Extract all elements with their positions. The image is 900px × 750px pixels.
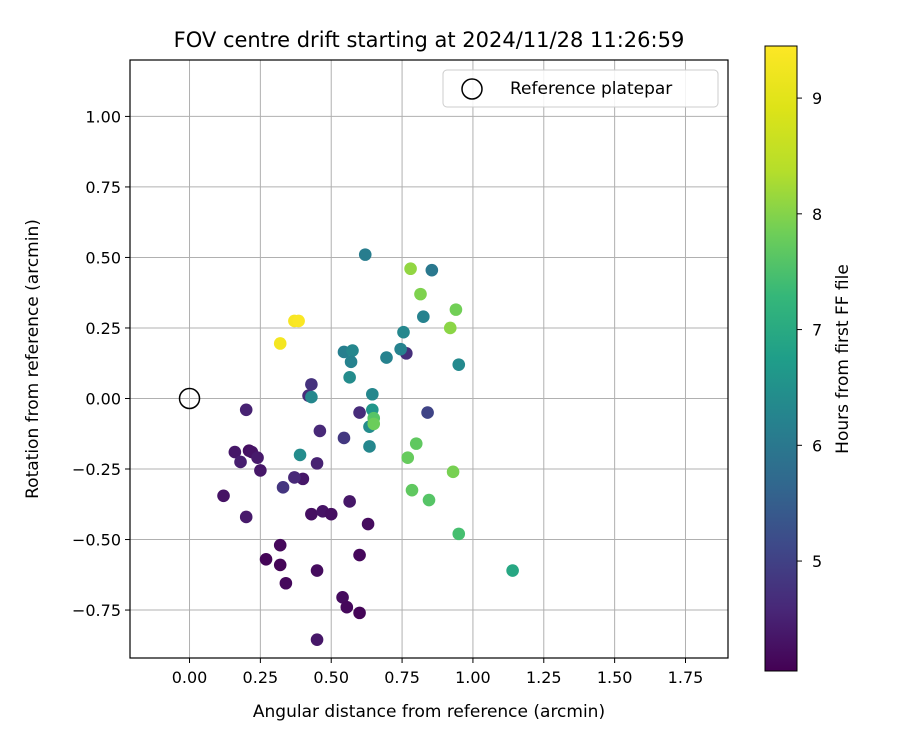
data-point [361,517,375,531]
data-point [276,481,290,494]
data-point [443,321,457,335]
legend-entry: Reference platepar [510,79,672,99]
y-tick-label: 0.50 [85,248,121,267]
colorbar-tick-label: 8 [812,205,822,224]
x-tick-label: 0.00 [172,668,208,687]
data-point [446,465,460,479]
data-points [217,248,519,646]
data-point [414,287,427,301]
plot-frame [129,59,729,659]
legend-box [442,69,719,108]
y-tick-label: −0.50 [72,531,121,550]
data-point [397,325,410,339]
data-point [340,600,354,614]
colorbar-tick-label: 7 [812,321,822,340]
data-point [292,314,305,328]
data-point [239,403,253,417]
data-point [366,387,379,401]
x-tick-label: 1.50 [597,668,633,687]
data-point [358,248,372,261]
data-point [421,406,434,419]
data-point [273,538,287,552]
data-point [279,576,293,590]
colorbar-tick-label: 9 [812,89,822,108]
data-point [293,448,307,462]
data-point [239,510,253,524]
data-point [506,564,519,577]
data-point [346,344,359,357]
x-tick-label: 0.25 [243,668,279,687]
reference-marker [178,387,201,410]
data-point [305,390,318,404]
data-point [417,310,430,323]
data-point [353,548,366,562]
data-point [343,371,356,384]
data-point [363,440,376,453]
x-tick-label: 1.75 [668,668,704,687]
x-tick-label: 0.75 [384,668,420,687]
legend-reference-marker [461,78,483,100]
data-point [234,455,247,469]
colorbar: 5 6 7 8 9 Hours from first FF file [764,45,853,672]
data-point [251,451,264,465]
data-point [405,483,419,497]
data-point [254,464,267,477]
data-point [422,493,436,507]
data-point [452,527,466,541]
colorbar-gradient [764,45,798,672]
data-point [273,337,287,350]
data-point [353,606,366,620]
data-point [259,552,273,566]
chart-title: FOV centre drift starting at 2024/11/28 … [174,28,685,52]
colorbar-tick-label: 5 [812,552,822,571]
data-point [305,378,318,391]
x-axis-label: Angular distance from reference (arcmin) [253,702,605,722]
data-point [409,437,423,450]
x-tick-label: 1.25 [526,668,562,687]
data-point [353,406,366,419]
y-tick-label: 0.25 [85,319,121,338]
data-point [394,342,407,356]
data-point [343,495,356,508]
data-point [217,489,230,503]
data-point [425,263,439,277]
data-point [336,591,349,604]
data-point [313,424,327,438]
y-tick-label: −0.25 [72,460,121,479]
y-tick-label: 1.00 [85,107,121,126]
data-point [367,417,381,431]
data-point [310,633,324,646]
y-tick-label: 0.00 [85,389,121,408]
data-point [344,355,358,369]
y-tick-label: 0.75 [85,178,121,197]
legend: Reference platepar [442,69,719,108]
data-point [452,358,466,371]
data-point [310,457,324,470]
data-point [337,431,351,445]
grid-lines [130,60,728,658]
y-axis-label: Rotation from reference (arcmin) [23,219,43,499]
data-point [324,507,338,521]
data-point [305,507,318,521]
data-point [380,351,393,364]
x-tick-label: 0.50 [313,668,349,687]
x-tick-label: 1.00 [455,668,491,687]
data-point [273,558,287,572]
x-axis: 0.00 0.25 0.50 0.75 1.00 1.25 1.50 1.75 [172,658,704,687]
data-point [228,445,242,459]
data-point [401,451,415,465]
colorbar-tick-label: 6 [812,436,822,455]
y-tick-label: −0.75 [72,601,121,620]
colorbar-label: Hours from first FF file [833,264,853,454]
data-point [404,262,417,276]
data-point [310,564,324,577]
data-point [449,303,463,316]
y-axis: −0.75 −0.50 −0.25 0.00 0.25 0.50 0.75 1.00 [72,107,130,620]
data-point [288,471,301,484]
